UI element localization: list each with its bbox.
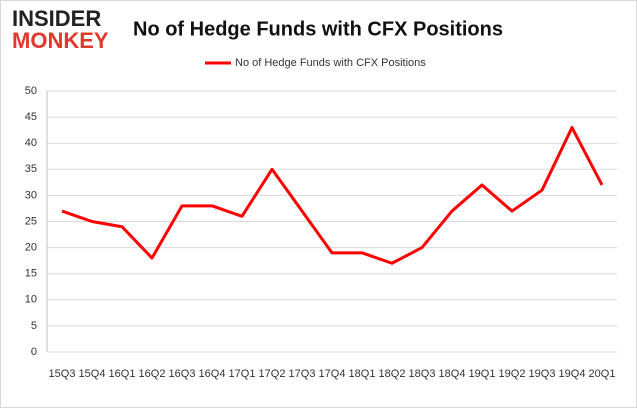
- x-tick-label: 16Q1: [109, 368, 136, 380]
- x-tick-label: 17Q3: [289, 368, 316, 380]
- x-tick-label: 17Q4: [319, 368, 346, 380]
- x-tick-label: 19Q2: [499, 368, 526, 380]
- x-tick-label: 19Q4: [559, 368, 586, 380]
- x-tick-label: 18Q1: [349, 368, 376, 380]
- x-tick-label: 16Q3: [169, 368, 196, 380]
- y-tick-label: 5: [31, 320, 37, 332]
- data-line: [61, 126, 604, 265]
- x-tick-label: 15Q3: [49, 368, 76, 380]
- x-tick-label: 20Q1: [589, 368, 616, 380]
- logo-top: INSIDER: [12, 6, 101, 31]
- x-tick-label: 17Q1: [229, 368, 256, 380]
- y-tick-label: 50: [25, 85, 37, 97]
- legend-label: No of Hedge Funds with CFX Positions: [235, 57, 426, 69]
- x-tick-label: 18Q2: [379, 368, 406, 380]
- chart-title: No of Hedge Funds with CFX Positions: [133, 18, 503, 40]
- x-tick-label: 16Q2: [139, 368, 166, 380]
- x-tick-label: 18Q3: [409, 368, 436, 380]
- x-tick-label: 17Q2: [259, 368, 286, 380]
- y-tick-label: 0: [31, 346, 37, 358]
- y-tick-label: 45: [25, 111, 37, 123]
- y-tick-label: 15: [25, 268, 37, 280]
- x-tick-label: 19Q1: [469, 368, 496, 380]
- y-tick-label: 25: [25, 215, 37, 227]
- y-tick-label: 10: [25, 294, 37, 306]
- y-tick-label: 35: [25, 163, 37, 175]
- y-tick-label: 20: [25, 242, 37, 254]
- x-tick-label: 18Q4: [439, 368, 466, 380]
- x-tick-label: 19Q3: [529, 368, 556, 380]
- y-tick-label: 30: [25, 189, 37, 201]
- x-tick-label: 16Q4: [199, 368, 226, 380]
- x-tick-label: 15Q4: [79, 368, 106, 380]
- y-tick-label: 40: [25, 137, 37, 149]
- logo-bottom: MONKEY: [12, 28, 109, 53]
